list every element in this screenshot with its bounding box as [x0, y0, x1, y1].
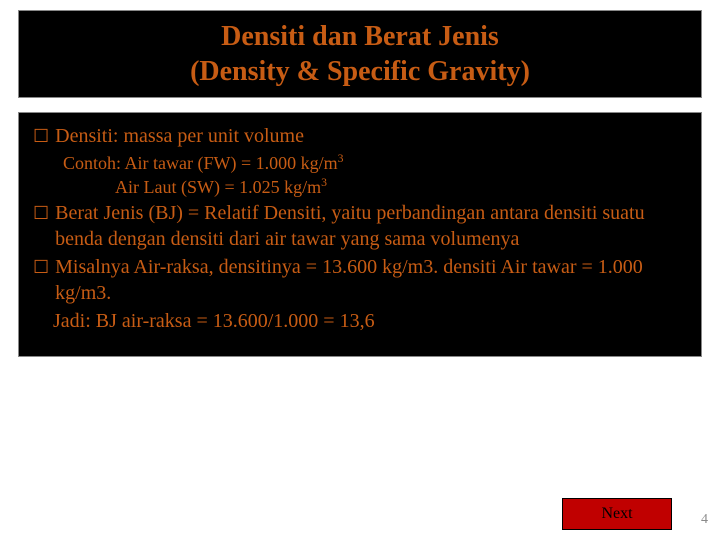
bullet-icon: ☐ [33, 202, 49, 225]
sup-3: 3 [321, 176, 327, 189]
title-line-1: Densiti dan Berat Jenis [31, 19, 689, 54]
sub-line-1: Contoh: Air tawar (FW) = 1.000 kg/m3 [63, 151, 687, 175]
sub-line-2: Air Laut (SW) = 1.025 kg/m3 [115, 175, 687, 199]
next-button[interactable]: Next [562, 498, 672, 530]
page-number: 4 [701, 512, 708, 528]
bullet-icon: ☐ [33, 125, 49, 148]
sub-1b-text: Air Laut (SW) = 1.025 kg/m [115, 177, 321, 197]
bullet-2-text: Berat Jenis (BJ) = Relatif Densiti, yait… [55, 200, 687, 252]
next-label: Next [601, 505, 632, 523]
sup-3: 3 [338, 152, 344, 165]
bullet-1-text: Densiti: massa per unit volume [55, 123, 687, 149]
bullet-3b-text: Jadi: BJ air-raksa = 13.600/1.000 = 13,6 [53, 308, 687, 334]
bullet-3: ☐ Misalnya Air-raksa, densitinya = 13.60… [33, 254, 687, 306]
bullet-2: ☐ Berat Jenis (BJ) = Relatif Densiti, ya… [33, 200, 687, 252]
title-line-2: (Density & Specific Gravity) [31, 54, 689, 89]
bullet-icon: ☐ [33, 256, 49, 279]
bullet-3a-text: Misalnya Air-raksa, densitinya = 13.600 … [55, 254, 687, 306]
sub-1a-text: Contoh: Air tawar (FW) = 1.000 kg/m [63, 153, 338, 173]
bullet-1: ☐ Densiti: massa per unit volume [33, 123, 687, 149]
title-box: Densiti dan Berat Jenis (Density & Speci… [18, 10, 702, 98]
content-box: ☐ Densiti: massa per unit volume Contoh:… [18, 112, 702, 357]
